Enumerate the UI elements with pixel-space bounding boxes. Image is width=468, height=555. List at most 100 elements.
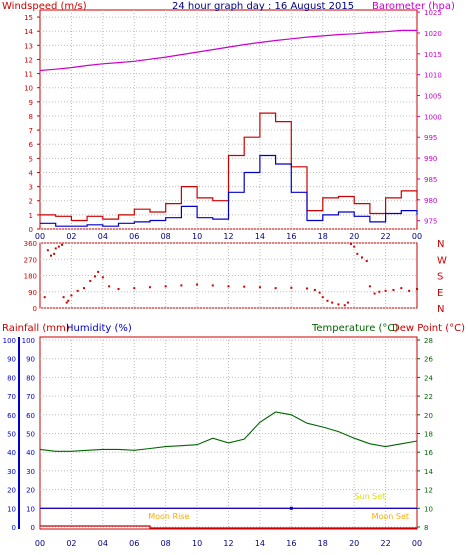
x-tick-label: 00 [35,539,45,548]
rain-tick-label: 60 [7,412,16,420]
rain-tick-label: 100 [3,337,16,345]
humidity-label: Humidity (%) [66,323,132,334]
right-tick-label: 985 [424,176,437,184]
right-tick-label: 1000 [424,113,442,121]
rain-tick-label: 10 [7,505,16,513]
x-tick-label: 10 [192,232,202,241]
humidity-tick-label: 100 [22,337,35,345]
direction-point [400,287,403,290]
direction-point [392,288,395,291]
right-tick-label: 28 [424,337,433,345]
direction-point [290,286,293,289]
x-tick-label: 16 [286,232,296,241]
direction-point [356,252,359,255]
dewpoint-label: Dew Point (°C) [392,323,465,334]
direction-point [133,287,136,290]
compass-label: S [437,272,443,283]
direction-point [65,301,68,304]
grid [40,339,417,528]
direction-point [373,292,376,295]
right-tick-label: 12 [424,487,433,495]
right-tick-label: 10 [424,505,433,513]
left-tick-label: 9 [29,99,33,107]
left-tick-label: 0 [29,226,33,234]
left-tick-label: 8 [29,113,33,121]
direction-point [258,286,261,289]
series-gust [40,112,418,222]
direction-point [62,296,65,299]
right-tick-label: 1025 [424,9,442,17]
direction-point [361,256,364,259]
left-tick-label: 3 [29,184,33,192]
direction-point [53,252,56,255]
x-tick-label: 08 [161,539,171,548]
right-tick-label: 24 [424,374,433,382]
x-tick-label: 22 [380,232,390,241]
direction-point [148,286,151,289]
direction-point [243,285,246,288]
right-tick-label: 995 [424,134,437,142]
rain-tick-label: 50 [7,431,16,439]
x-tick-label: 08 [161,232,171,241]
direction-point [227,285,230,288]
x-tick-label: 00 [412,539,422,548]
annotation-label: Moon Rise [148,512,189,521]
right-tick-label: 990 [424,155,437,163]
x-tick-label: 00 [35,232,45,241]
rain-tick-label: 0 [12,524,16,532]
right-tick-label: 980 [424,197,437,205]
x-tick-label: 04 [98,539,108,548]
direction-point [306,287,309,290]
rain-tick-label: 90 [7,356,16,364]
humidity-tick-label: 70 [26,393,35,401]
humidity-tick-label: 0 [31,524,35,532]
compass-label: W [437,255,447,266]
series-lines [39,411,418,529]
compass-label: N [437,239,444,250]
series-lines [39,29,418,227]
left-tick-label: 90 [28,289,37,297]
x-tick-label: 22 [380,539,390,548]
direction-point [350,242,353,245]
direction-point [353,245,356,248]
direction-point [337,303,340,306]
direction-point [368,285,371,288]
right-tick-label: 26 [424,356,433,364]
rain-tick-label: 20 [7,487,16,495]
x-tick-label: 14 [255,232,265,241]
direction-point [313,288,316,291]
direction-point [346,301,349,304]
direction-point [180,284,183,287]
left-tick-label: 7 [29,127,33,135]
x-tick-label: 18 [318,539,328,548]
x-tick-label: 20 [349,232,359,241]
right-tick-label: 1015 [424,51,442,59]
direction-point [97,270,100,273]
left-tick-label: 180 [24,273,37,281]
direction-point [108,285,111,288]
direction-point [67,299,70,302]
temperature-label: Temperature (°C) [311,323,398,334]
temp-humidity-panel: Rainfall (mm) Humidity (%) Temperature (… [2,323,465,548]
direction-point [43,296,46,299]
right-tick-label: 22 [424,393,433,401]
humidity-tick-label: 50 [26,431,35,439]
direction-point [49,254,52,257]
x-tick-label: 04 [98,232,108,241]
rainfall-label: Rainfall (mm) [2,323,70,334]
direction-point [408,289,411,292]
left-ticks: 360 270 180 90 0 [24,240,37,313]
x-tick-label: 12 [223,232,233,241]
series-temperature [39,411,418,452]
right-ticks: 975 980 985 990 995 1000 1005 1010 1015 1020 1025 [417,9,442,226]
left-tick-label: 14 [24,28,33,36]
direction-point [365,260,368,263]
direction-point [196,283,199,286]
left-tick-label: 0 [33,305,37,313]
right-tick-label: 8 [424,524,428,532]
rain-tick-label: 30 [7,468,16,476]
direction-points [43,242,418,307]
x-tick-label: 16 [286,539,296,548]
